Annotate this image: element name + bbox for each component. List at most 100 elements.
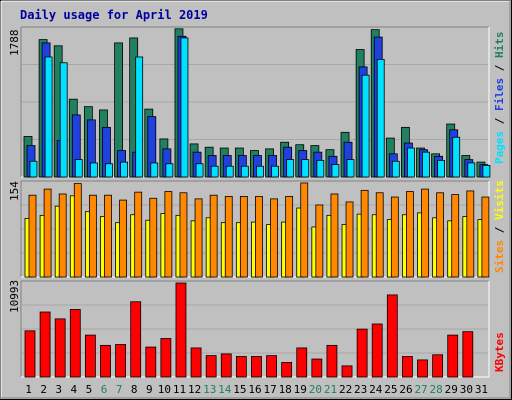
x-label-day-15: 15 <box>233 383 246 396</box>
pages-bar-day-27 <box>422 151 430 178</box>
x-label-day-5: 5 <box>86 383 93 396</box>
pages-bar-day-20 <box>316 160 325 178</box>
visits-bar-day-12 <box>194 198 203 278</box>
kbytes-bar-day-26 <box>402 356 413 378</box>
kbytes-bar-day-29 <box>447 334 459 378</box>
legend-pages: Pages <box>493 131 506 164</box>
legend-sites: Sites <box>493 240 506 273</box>
pages-bar-day-10 <box>165 163 174 178</box>
legend2-text: Sites / Visits <box>493 180 506 273</box>
hits-files-pages-panel <box>20 26 491 178</box>
pages-bar-day-12 <box>195 163 204 178</box>
x-label-day-28: 28 <box>430 383 443 396</box>
pages-bar-day-25 <box>391 160 400 178</box>
x-label-day-11: 11 <box>173 383 186 396</box>
pages-bar-day-28 <box>437 160 446 178</box>
pages-bar-day-15 <box>240 165 249 178</box>
kbytes-bar-day-17 <box>266 355 277 378</box>
x-label-day-29: 29 <box>445 383 458 396</box>
x-label-day-20: 20 <box>309 383 322 396</box>
legend-files: Files <box>493 78 506 111</box>
legend1-text: Pages / Files / Hits <box>493 32 506 165</box>
visits-bar-day-20 <box>315 204 324 278</box>
chart-title: Daily usage for April 2019 <box>20 8 208 22</box>
x-label-day-8: 8 <box>131 383 138 396</box>
kbytes-bar-day-18 <box>281 362 293 378</box>
pages-bar-day-14 <box>225 165 234 178</box>
visits-bar-day-9 <box>149 197 158 278</box>
pages-bar-day-2 <box>44 56 53 178</box>
x-label-day-6: 6 <box>101 383 108 396</box>
visits-bar-day-19 <box>300 182 309 278</box>
pages-bar-day-18 <box>286 159 295 178</box>
kbytes-bar-day-1 <box>24 330 36 378</box>
visits-bar-day-1 <box>28 194 37 278</box>
x-label-day-12: 12 <box>188 383 201 396</box>
visits-bar-day-3 <box>58 193 67 278</box>
kbytes-panel <box>20 280 490 378</box>
kbytes-bar-day-6 <box>100 344 111 378</box>
pages-bar-day-5 <box>89 162 98 178</box>
pages-bar-day-30 <box>467 162 476 178</box>
kbytes-bar-day-2 <box>39 311 51 378</box>
visits-bar-day-16 <box>255 196 263 278</box>
kbytes-bar-day-16 <box>251 356 262 378</box>
kbytes-bar-day-25 <box>386 294 398 378</box>
kbytes-bar-day-22 <box>341 365 353 378</box>
x-axis-labels: 1 2 3 4 5 6 7 8 9 10 11 12 13 14 15 16 17 18 19 20 21 22 23 24 2… <box>25 383 488 396</box>
x-label-day-13: 13 <box>203 383 216 396</box>
visits-bar-day-4 <box>73 183 82 278</box>
x-label-day-4: 4 <box>71 383 78 396</box>
visits-bar-day-23 <box>360 189 369 278</box>
pages-bar-day-11 <box>180 37 189 178</box>
kbytes-bar-day-11 <box>175 282 187 378</box>
x-label-day-17: 17 <box>263 383 276 396</box>
visits-bar-day-26 <box>406 191 414 278</box>
kbytes-bar-day-3 <box>54 318 66 378</box>
x-label-day-10: 10 <box>158 383 171 396</box>
kbytes-bar-day-13 <box>205 355 217 378</box>
visits-sites-panel <box>20 180 490 278</box>
pages-bar-day-8 <box>135 56 144 178</box>
x-label-day-16: 16 <box>248 383 261 396</box>
pages-bar-day-1 <box>29 160 38 178</box>
x-label-day-19: 19 <box>294 383 307 396</box>
x-label-day-26: 26 <box>399 383 412 396</box>
pages-bar-day-29 <box>452 136 461 178</box>
visits-bar-day-27 <box>421 188 429 278</box>
kbytes-bar-day-24 <box>371 323 383 378</box>
panel3-legend: KBytes <box>493 332 506 372</box>
panel1-legend: Pages / Files / Hits <box>493 32 506 165</box>
x-label-day-25: 25 <box>384 383 397 396</box>
visits-bar-day-10 <box>164 191 173 278</box>
kbytes-bar-day-9 <box>145 346 157 378</box>
legend-hits: Hits <box>493 32 506 59</box>
pages-bar-day-7 <box>120 161 128 178</box>
pages-bar-day-21 <box>331 164 340 178</box>
visits-bar-day-6 <box>104 194 112 278</box>
visits-bar-day-22 <box>345 201 354 278</box>
x-label-day-2: 2 <box>40 383 47 396</box>
kbytes-bar-day-12 <box>190 347 202 378</box>
pages-bar-day-17 <box>271 165 279 178</box>
visits-bar-day-5 <box>88 194 97 278</box>
kbytes-bar-day-4 <box>69 309 81 378</box>
x-label-day-22: 22 <box>339 383 352 396</box>
pages-bar-day-22 <box>346 159 355 178</box>
visits-bar-day-30 <box>466 190 475 278</box>
x-label-day-1: 1 <box>25 383 32 396</box>
pages-bar-day-3 <box>59 62 68 178</box>
x-label-day-24: 24 <box>369 383 383 396</box>
visits-bar-day-2 <box>43 188 52 278</box>
pages-bar-day-9 <box>150 162 159 178</box>
pages-bar-day-23 <box>361 74 370 178</box>
x-label-day-27: 27 <box>414 383 427 396</box>
visits-bar-day-13 <box>209 194 218 278</box>
kbytes-bar-day-28 <box>432 354 444 378</box>
visits-bar-day-24 <box>375 192 384 278</box>
visits-bar-day-14 <box>224 196 233 278</box>
legend3-text: KBytes <box>493 332 506 372</box>
visits-bar-day-7 <box>119 199 127 278</box>
legend-visits: Visits <box>493 180 506 220</box>
